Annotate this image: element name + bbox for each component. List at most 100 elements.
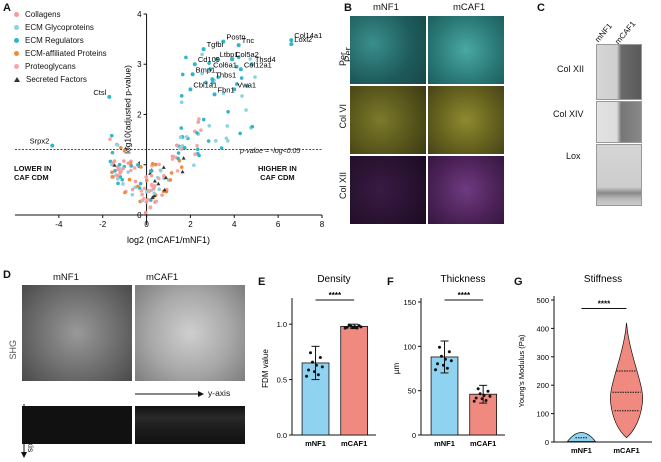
scatter-point xyxy=(214,139,218,143)
c-col-mcaf1: mCAF1 xyxy=(613,19,638,46)
labeled-point xyxy=(221,39,226,44)
data-point xyxy=(476,387,480,391)
data-point xyxy=(310,360,314,364)
d-shg-mnf1-image xyxy=(22,285,132,381)
y-tick-label: 0 xyxy=(545,438,549,447)
scatter-point xyxy=(162,187,167,192)
category-label: mCAF1 xyxy=(341,439,367,448)
scatter-point xyxy=(195,151,200,156)
scatter-point xyxy=(244,108,248,112)
scatter-point xyxy=(184,135,189,139)
x-tick-label: 0 xyxy=(144,220,149,229)
x-tick-label: 8 xyxy=(320,220,325,229)
scatter-point xyxy=(132,166,137,170)
labeled-point xyxy=(230,57,235,62)
y-axis-label: Young's Modulus (Pa) xyxy=(517,334,526,407)
data-point xyxy=(345,325,349,329)
data-point xyxy=(445,366,449,370)
y-tick-label: 0 xyxy=(412,431,416,440)
scatter-point xyxy=(160,193,164,197)
category-label: mCAF1 xyxy=(470,439,496,448)
labeled-point xyxy=(201,47,206,52)
scatter-point xyxy=(150,195,155,199)
panel-label-b: B xyxy=(344,2,352,14)
lower-in-caf-label: LOWER IN CAF CDM xyxy=(14,164,52,182)
y-tick-label: 200 xyxy=(536,381,549,390)
legend-label: ECM Glycoproteins xyxy=(25,23,94,32)
scatter-point xyxy=(152,193,157,198)
data-point xyxy=(443,357,447,361)
data-point xyxy=(472,399,476,403)
scatter-point xyxy=(116,181,120,186)
scatter-point xyxy=(159,168,163,173)
y-tick-label: 150 xyxy=(403,298,416,307)
c-row-colxiv: Col XIV xyxy=(553,109,584,119)
scatter-point xyxy=(193,152,197,156)
circle-marker-icon xyxy=(14,38,19,43)
stiffness-chart: Stiffness 0 100 200 300 400 500 Young's Modulus… xyxy=(517,274,652,455)
labeled-point xyxy=(210,77,215,82)
b-colxii-mnf1-image xyxy=(350,156,426,224)
y-tick-label: 400 xyxy=(536,324,549,333)
scatter-point xyxy=(144,189,149,194)
circle-marker-icon xyxy=(14,51,19,56)
scatter-point xyxy=(170,154,175,159)
protein-label: Tgfbi xyxy=(207,40,224,49)
panel-label-d: D xyxy=(3,269,11,281)
c-row-colxii: Col XII xyxy=(557,64,585,74)
scatter-point xyxy=(139,165,143,169)
scatter-point xyxy=(206,139,211,143)
d-y-axis-label: y-axis xyxy=(208,388,231,398)
scatter-point xyxy=(157,187,161,192)
c-col-mnf1: mNF1 xyxy=(593,21,615,44)
b-row-label-colvi: Col VI xyxy=(338,104,348,129)
scatter-point xyxy=(138,181,143,186)
scatter-point xyxy=(239,76,244,80)
scatter-point xyxy=(182,146,187,150)
y-tick-label: 300 xyxy=(536,353,549,362)
legend-item: Proteoglycans xyxy=(14,60,107,73)
scatter-point xyxy=(136,163,140,167)
scatter-point xyxy=(121,166,125,171)
legend-item: ECM-affiliated Proteins xyxy=(14,47,107,60)
b-row-label-per: Per xyxy=(338,52,348,67)
y-tick-label: 0 xyxy=(137,211,142,220)
data-point xyxy=(316,373,320,377)
y-tick-label: 100 xyxy=(536,410,549,419)
b-col-mnf1: mNF1 xyxy=(373,2,399,13)
scatter-point xyxy=(180,72,185,77)
scatter-point xyxy=(179,126,184,130)
d-y-axis-arrow-head xyxy=(198,391,204,397)
panel-label-a: A xyxy=(3,2,11,14)
data-point xyxy=(484,398,488,402)
scatter-point xyxy=(204,80,208,85)
lower-label-line1: LOWER IN xyxy=(14,164,52,173)
scatter-point xyxy=(117,162,122,167)
scatter-point xyxy=(195,147,200,152)
scatter-point xyxy=(123,190,127,195)
scatter-point xyxy=(176,151,181,155)
y-tick-label: 100 xyxy=(403,342,416,351)
chart-title: Density xyxy=(317,274,350,285)
data-point xyxy=(353,325,357,329)
legend-item: Collagens xyxy=(14,8,107,21)
scatter-point xyxy=(226,139,230,143)
scatter-point xyxy=(221,91,226,96)
scatter-point xyxy=(110,170,114,175)
data-point xyxy=(434,368,438,372)
protein-label: Ctsl xyxy=(93,88,106,97)
volcano-plot: -4-20246801234log2 (mCAF1/mNF1)log10(adj… xyxy=(15,10,325,245)
category-label: mNF1 xyxy=(305,439,326,448)
protein-label: Cd109 xyxy=(198,55,220,64)
threshold-label: p-value = -log<0.05 xyxy=(240,148,301,155)
lower-label-line2: CAF CDM xyxy=(14,173,49,182)
scatter-point xyxy=(144,200,149,204)
protein-label: Thbs1 xyxy=(215,70,236,79)
panel-label-c: C xyxy=(537,2,545,14)
scatter-point xyxy=(109,133,114,138)
x-tick-label: 6 xyxy=(276,220,281,229)
panel-label-g: G xyxy=(514,276,523,288)
labeled-point xyxy=(192,62,197,67)
scatter-point xyxy=(140,192,144,197)
b-colxii-mcaf1-image xyxy=(428,156,504,224)
